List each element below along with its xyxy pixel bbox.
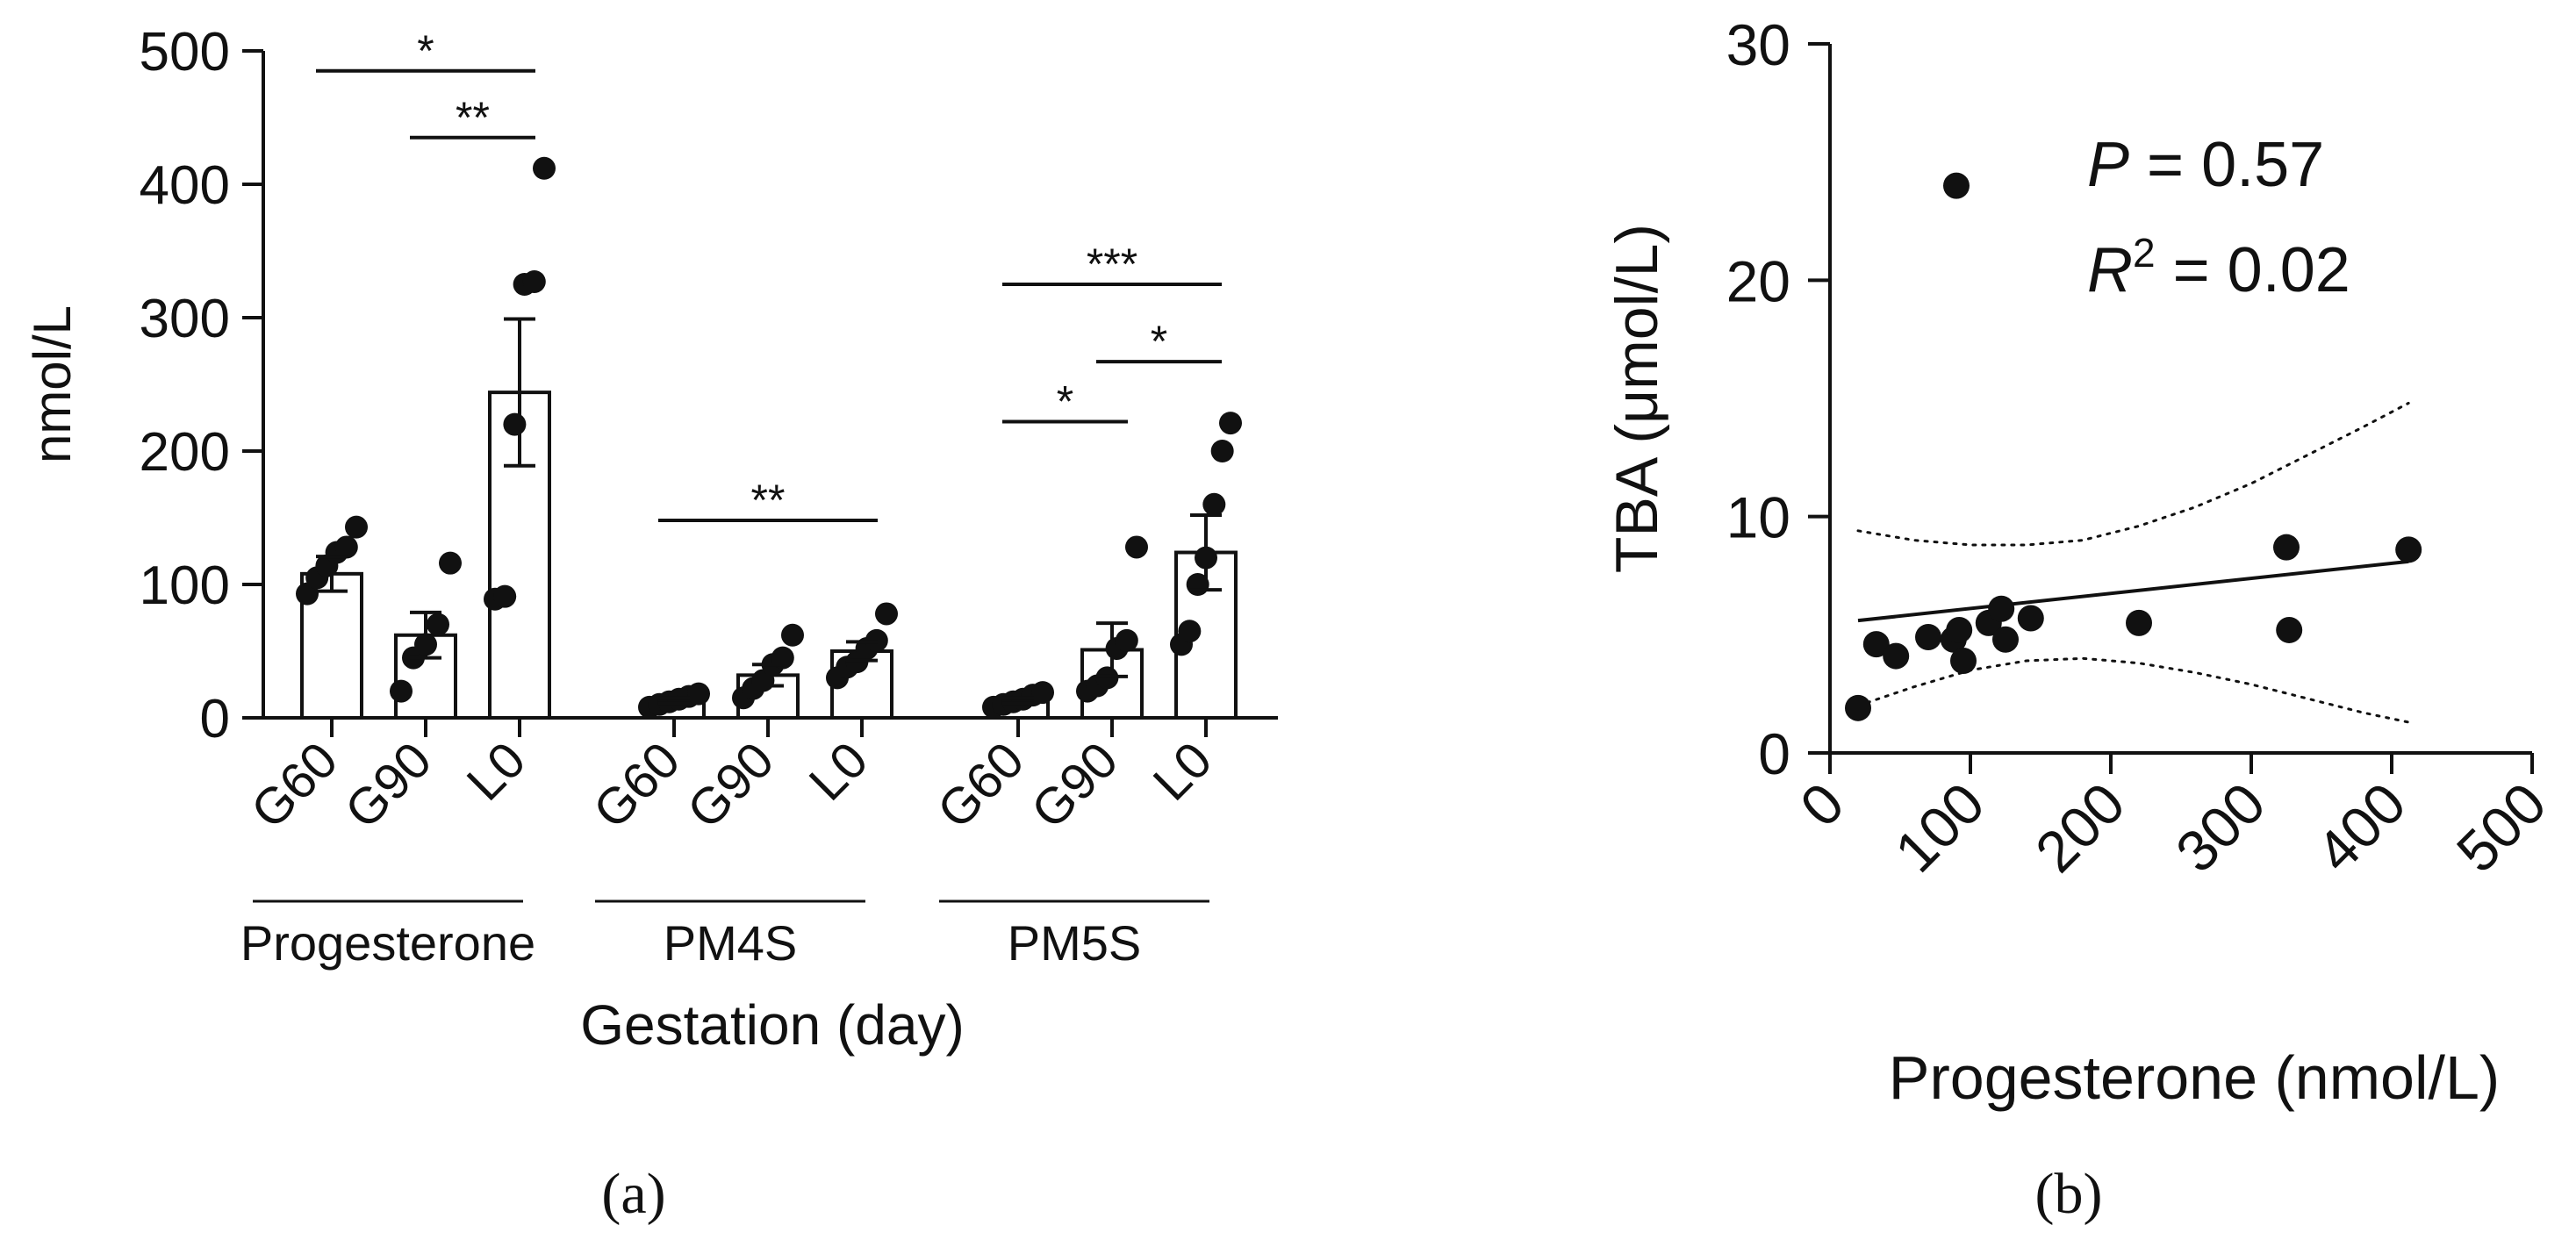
x-tick-label: G90 bbox=[1021, 731, 1129, 839]
x-axis-label: Progesterone (nmol/L) bbox=[1889, 1043, 2500, 1112]
y-tick-label: 500 bbox=[140, 22, 230, 82]
data-point bbox=[781, 623, 804, 647]
r-value: = 0.02 bbox=[2156, 235, 2350, 305]
x-tick-label: G60 bbox=[583, 731, 691, 839]
x-tick-label: L0 bbox=[456, 731, 537, 812]
scatter-points bbox=[1845, 172, 2422, 721]
data-point bbox=[334, 535, 358, 559]
group-label: PM4S bbox=[664, 915, 798, 971]
x-tick-label: G90 bbox=[677, 731, 785, 839]
scatter-point bbox=[2126, 609, 2152, 636]
scatter-point bbox=[2276, 616, 2303, 643]
data-point bbox=[533, 156, 556, 180]
data-point bbox=[1210, 440, 1234, 462]
r-exponent: 2 bbox=[2133, 230, 2156, 276]
ci-lower-curve bbox=[1856, 656, 2410, 724]
y-tick-label: 20 bbox=[1726, 248, 1790, 313]
x-tick-label: 0 bbox=[1788, 770, 1856, 839]
y-tick-label: 0 bbox=[200, 689, 230, 749]
r-symbol: R bbox=[2087, 235, 2133, 305]
y-axis-ticks: 0 100 200 300 400 500 bbox=[140, 22, 263, 749]
x-tick-label: 500 bbox=[2444, 770, 2558, 885]
y-tick-label: 200 bbox=[140, 422, 230, 483]
group-underlines: Progesterone PM4S PM5S bbox=[240, 899, 1209, 971]
significance-label: ** bbox=[751, 476, 786, 525]
bars bbox=[300, 391, 1238, 720]
y-tick-label: 400 bbox=[140, 155, 230, 216]
group-label: PM5S bbox=[1008, 915, 1142, 971]
scatter-point bbox=[1915, 624, 1941, 651]
scatter-point bbox=[1946, 616, 1973, 643]
y-tick-label: 100 bbox=[140, 555, 230, 616]
p-symbol: P bbox=[2087, 130, 2129, 200]
data-point bbox=[345, 515, 368, 539]
scatter-point bbox=[1992, 626, 2019, 653]
regression-line bbox=[1857, 559, 2409, 623]
error-bars bbox=[316, 317, 1222, 706]
group-label: Progesterone bbox=[240, 915, 535, 971]
x-tick-label: L0 bbox=[799, 731, 879, 812]
x-tick-label: 100 bbox=[1883, 770, 1997, 885]
x-tick-label: 200 bbox=[2023, 770, 2137, 885]
y-tick-label: 0 bbox=[1758, 721, 1790, 786]
scatter-point bbox=[1988, 595, 2015, 622]
data-point bbox=[1178, 620, 1202, 643]
data-point bbox=[875, 602, 898, 626]
x-axis-label: Gestation (day) bbox=[580, 993, 965, 1057]
r-squared-annotation: R2 = 0.02 bbox=[2087, 230, 2350, 305]
data-point bbox=[1125, 535, 1148, 559]
scatter-point bbox=[1883, 642, 1910, 670]
y-tick-label: 30 bbox=[1726, 12, 1790, 77]
data-point bbox=[522, 269, 546, 293]
y-tick-label: 10 bbox=[1726, 485, 1790, 550]
x-tick-label: L0 bbox=[1143, 731, 1223, 812]
panel-b-scatter-chart: 0 10 20 30 0 100 200 300 400 500 TBA (μmol/L) Pr… bbox=[1604, 12, 2558, 1226]
significance-label: * bbox=[1057, 377, 1073, 426]
y-axis-label: nmol/L bbox=[23, 305, 82, 463]
scatter-point bbox=[1943, 172, 1970, 199]
x-axis-ticks: 0 100 200 300 400 500 bbox=[1788, 753, 2558, 885]
significance-label: * bbox=[1151, 317, 1167, 366]
scatter-point bbox=[2395, 536, 2422, 563]
data-point bbox=[1115, 628, 1138, 652]
scatter-point bbox=[1862, 631, 1890, 658]
data-point bbox=[439, 551, 462, 575]
x-tick-label: G60 bbox=[927, 731, 1035, 839]
panel-b-label: (b) bbox=[2035, 1162, 2103, 1226]
y-tick-label: 300 bbox=[140, 289, 230, 349]
x-tick-label: G60 bbox=[240, 731, 348, 839]
data-point bbox=[427, 613, 449, 636]
panel-a-label: (a) bbox=[601, 1162, 665, 1226]
ci-upper-curve bbox=[1856, 401, 2410, 547]
data-point bbox=[390, 679, 413, 703]
data-point bbox=[687, 682, 710, 706]
scatter-point bbox=[2017, 605, 2044, 632]
significance-label: ** bbox=[456, 93, 490, 142]
x-tick-label: 400 bbox=[2304, 770, 2418, 885]
data-point bbox=[1031, 681, 1054, 705]
significance-label: *** bbox=[1087, 240, 1137, 289]
y-axis-ticks: 0 10 20 30 bbox=[1726, 12, 1830, 786]
p-value: = 0.57 bbox=[2129, 130, 2324, 200]
y-axis-label: TBA (μmol/L) bbox=[1604, 224, 1670, 573]
significance-label: * bbox=[417, 26, 434, 75]
x-tick-label: 300 bbox=[2163, 770, 2278, 885]
scatter-point bbox=[1845, 694, 1871, 721]
data-point bbox=[1202, 492, 1226, 516]
significance-bars: ********** bbox=[316, 26, 1222, 525]
scatter-point bbox=[2273, 534, 2300, 561]
data-point bbox=[493, 584, 517, 608]
scatter-point bbox=[1950, 647, 1977, 674]
x-tick-label: G90 bbox=[334, 731, 442, 839]
data-point bbox=[1219, 412, 1242, 435]
data-point bbox=[503, 412, 527, 436]
p-value-annotation: P = 0.57 bbox=[2087, 130, 2324, 200]
